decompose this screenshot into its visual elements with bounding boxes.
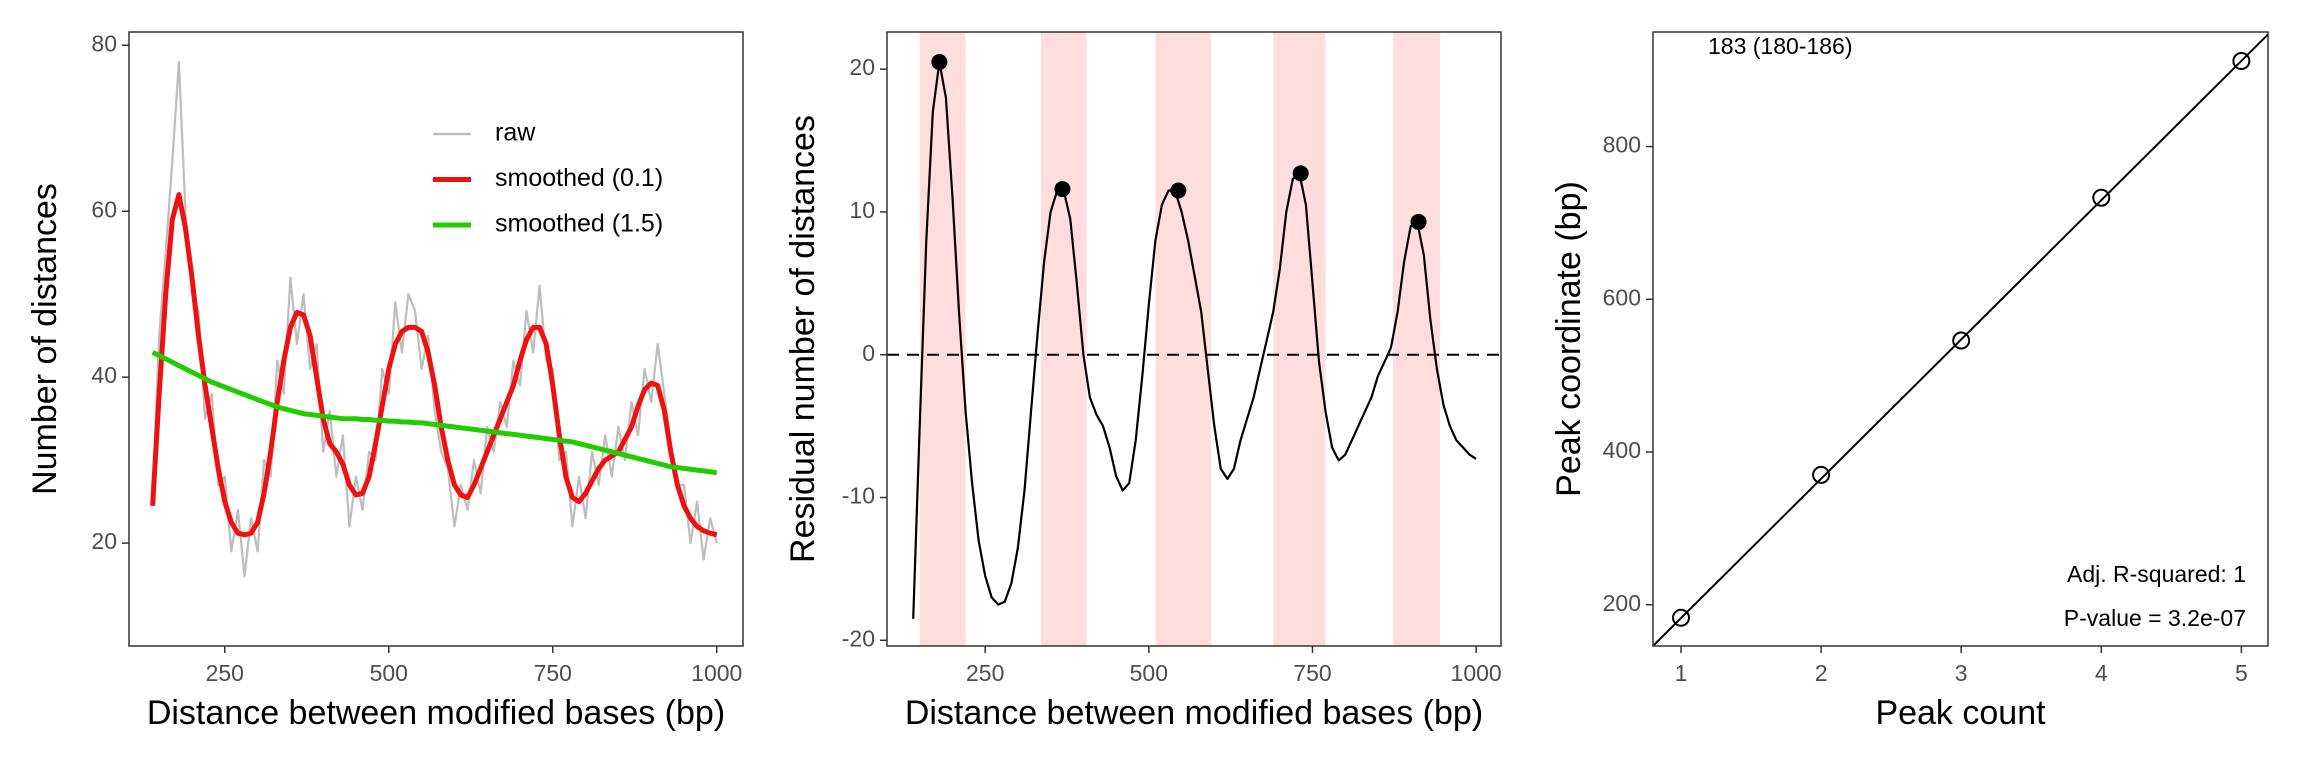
series-line	[150, 192, 718, 538]
y-tick-label: 200	[1603, 590, 1641, 616]
x-axis-title: Peak count	[1875, 694, 2046, 732]
plot-area	[1653, 33, 2268, 646]
plot-area	[887, 32, 1501, 646]
point	[1672, 608, 1691, 627]
legend-label: smoothed (1.5)	[495, 210, 663, 238]
legend-label: smoothed (0.1)	[495, 164, 663, 192]
fit-line	[1653, 33, 2268, 646]
x-axis-title: Distance between modified bases (bp)	[905, 694, 1483, 732]
y-tick-label: 0	[862, 340, 875, 366]
x-tick-label: 5	[2235, 660, 2248, 686]
panel: 1 2 3 4 5 200 400 600 800 Peak count Peak coordina…	[1550, 31, 2269, 732]
point	[1952, 331, 1971, 350]
series-line	[151, 350, 718, 476]
legend-label: raw	[495, 119, 536, 147]
x-tick-label: 250	[206, 660, 244, 686]
x-axis-title: Distance between modified bases (bp)	[147, 694, 725, 732]
peak-point	[1170, 182, 1187, 199]
panel: 250 500 750 1000 -20 -10 0 10 20 Distance between…	[784, 31, 1502, 732]
peak-point	[1410, 213, 1427, 230]
highlight-band	[919, 32, 966, 646]
point	[2232, 52, 2251, 71]
x-tick-label: 250	[966, 660, 1004, 686]
y-tick-label: 20	[91, 528, 117, 554]
x-tick-label: 500	[1130, 660, 1168, 686]
x-tick-label: 1	[1675, 660, 1688, 686]
annotation: Adj. R-squared: 1	[2067, 561, 2246, 587]
y-tick-label: 20	[849, 54, 875, 80]
point	[1812, 465, 1831, 484]
y-tick-label: 40	[91, 362, 117, 388]
x-tick-label: 2	[1815, 660, 1828, 686]
y-axis-title: Number of distances	[26, 183, 64, 495]
y-tick-label: 60	[91, 196, 117, 222]
x-tick-label: 1000	[1451, 660, 1502, 686]
y-tick-label: -10	[842, 483, 875, 509]
highlight-band	[1155, 32, 1212, 646]
peak-point	[1054, 181, 1071, 198]
y-tick-label: 600	[1603, 284, 1641, 310]
x-tick-label: 750	[534, 660, 572, 686]
annotation: 183 (180-186)	[1708, 33, 1853, 59]
plot-area	[150, 60, 718, 578]
x-tick-label: 1000	[691, 660, 742, 686]
y-tick-label: 400	[1603, 437, 1641, 463]
plot-frame	[128, 31, 744, 647]
x-tick-label: 750	[1293, 660, 1331, 686]
peak-point	[1292, 165, 1309, 182]
point	[2092, 188, 2111, 207]
plot-frame	[1652, 31, 2269, 647]
series-line	[912, 60, 1477, 619]
highlight-band	[1040, 32, 1087, 646]
annotation: P-value = 3.2e-07	[2064, 605, 2246, 631]
y-tick-label: -20	[842, 625, 875, 651]
y-tick-label: 80	[91, 30, 117, 56]
series-line	[151, 60, 718, 578]
panel: 250 500 750 1000 20 40 60 80 Distance between mo…	[26, 30, 744, 732]
plot-frame	[886, 31, 1502, 647]
y-axis-title: Peak coordinate (bp)	[1550, 181, 1588, 497]
y-tick-label: 10	[849, 197, 875, 223]
x-tick-label: 500	[370, 660, 408, 686]
y-axis-title: Residual number of distances	[784, 115, 822, 563]
peak-point	[931, 53, 948, 70]
x-tick-label: 3	[1955, 660, 1968, 686]
y-tick-label: 800	[1603, 132, 1641, 158]
x-tick-label: 4	[2095, 660, 2108, 686]
